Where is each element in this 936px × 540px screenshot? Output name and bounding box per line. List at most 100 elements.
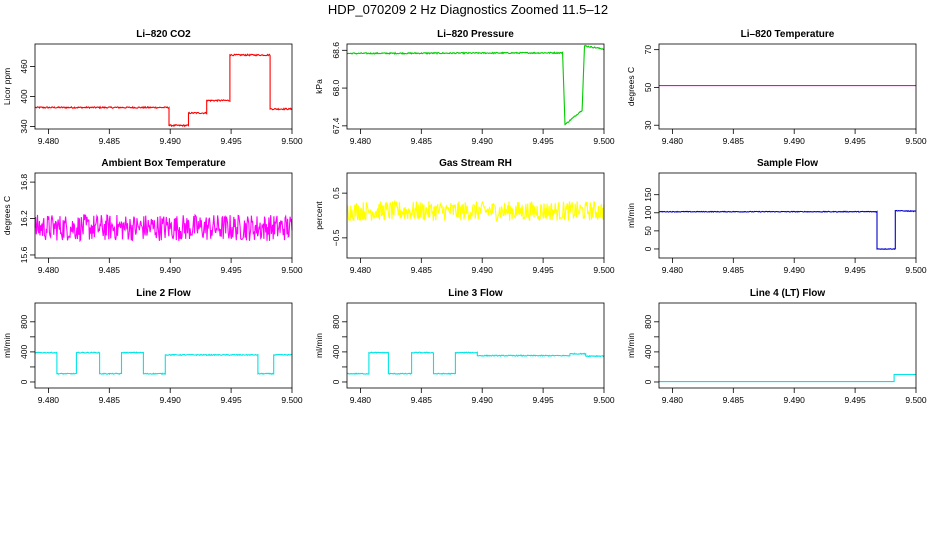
panel-title: Li–820 Temperature [741,29,835,40]
x-tick-label: 9.480 [662,136,684,146]
y-tick-label: 70 [643,45,653,55]
x-tick-label: 9.490 [472,395,494,405]
y-tick-label: 16.8 [19,174,29,191]
y-tick-label: 340 [19,119,29,133]
y-axis-label: kPa [314,79,324,94]
plot-frame [346,302,605,389]
y-tick-label: 800 [19,314,29,328]
x-tick-label: 9.495 [220,265,242,275]
panel-9: Line 4 (LT) Flow 9.480 9.485 9.490 9.495 9.50… [626,288,927,405]
x-tick-label: 9.480 [662,265,684,275]
y-tick-label: −0.5 [331,229,341,246]
y-tick-label: 50 [643,82,653,92]
x-tick-label: 9.500 [905,395,927,405]
series-line [346,351,605,375]
x-tick-label: 9.480 [38,265,60,275]
x-tick-label: 9.495 [220,395,242,405]
x-tick-label: 9.500 [281,136,303,146]
x-tick-label: 9.480 [350,265,372,275]
x-tick-label: 9.485 [99,136,121,146]
y-tick-label: 30 [643,120,653,130]
x-tick-label: 9.500 [281,395,303,405]
x-tick-label: 9.490 [784,136,806,146]
series-line [34,53,293,128]
panel-5: Gas Stream RH 9.480 9.485 9.490 9.495 9.500 −0… [314,158,615,275]
x-tick-label: 9.485 [723,265,745,275]
plot-frame [34,302,293,389]
y-tick-label: 0 [19,379,29,384]
y-tick-label: 400 [19,345,29,359]
x-tick-label: 9.495 [220,136,242,146]
panel-7: Line 2 Flow 9.480 9.485 9.490 9.495 9.500 0 400… [2,288,303,405]
x-tick-label: 9.495 [532,395,554,405]
plot-frame [34,43,293,130]
panel-title: Sample Flow [757,158,818,169]
panel-title: Ambient Box Temperature [101,158,226,169]
x-tick-label: 9.480 [350,136,372,146]
plot-frame [658,172,917,259]
x-tick-label: 9.500 [905,136,927,146]
x-tick-label: 9.480 [350,395,372,405]
y-tick-label: 67.4 [331,117,341,134]
plot-frame [346,172,605,259]
y-axis-label: ml/min [314,333,324,358]
panel-title: Line 2 Flow [136,288,191,299]
panel-title: Li–820 CO2 [136,29,191,40]
panel-title: Gas Stream RH [439,158,512,169]
panel-title: Line 3 Flow [448,288,503,299]
x-tick-label: 9.485 [411,136,433,146]
y-tick-label: 0 [643,246,653,251]
figure-title: HDP_070209 2 Hz Diagnostics Zoomed 11.5–… [328,2,608,17]
x-tick-label: 9.485 [723,395,745,405]
y-tick-label: 400 [19,89,29,103]
plot-frame [34,172,293,259]
x-tick-label: 9.500 [905,265,927,275]
x-tick-label: 9.490 [784,395,806,405]
y-tick-label: 100 [643,205,653,219]
x-tick-label: 9.495 [844,136,866,146]
x-tick-label: 9.485 [411,265,433,275]
panel-title: Line 4 (LT) Flow [750,288,826,299]
y-axis-label: Licor ppm [2,68,12,105]
plot-frame [346,43,605,130]
panel-title: Li–820 Pressure [437,29,514,40]
x-tick-label: 9.490 [160,265,182,275]
x-tick-label: 9.495 [844,395,866,405]
y-tick-label: 0.5 [331,187,341,199]
panel-6: Sample Flow 9.480 9.485 9.490 9.495 9.500 0 50 1… [626,158,927,275]
y-tick-label: 15.6 [19,246,29,263]
panel-1: Li–820 CO2 9.480 9.485 9.490 9.495 9.500 340 40… [2,29,303,146]
y-tick-label: 460 [19,59,29,73]
x-tick-label: 9.495 [844,265,866,275]
y-tick-label: 0 [643,379,653,384]
x-tick-label: 9.490 [784,265,806,275]
y-tick-label: 400 [331,345,341,359]
y-tick-label: 150 [643,187,653,201]
x-tick-label: 9.485 [723,136,745,146]
x-tick-label: 9.490 [472,265,494,275]
y-axis-label: degrees C [2,196,12,235]
y-tick-label: 800 [643,314,653,328]
y-tick-label: 50 [643,226,653,236]
x-tick-label: 9.495 [532,136,554,146]
x-tick-label: 9.485 [411,395,433,405]
panel-3: Li–820 Temperature 9.480 9.485 9.490 9.495 9.… [626,29,927,146]
y-tick-label: 800 [331,314,341,328]
y-axis-label: ml/min [626,333,636,358]
series-line [34,213,293,243]
x-tick-label: 9.490 [160,136,182,146]
x-tick-label: 9.480 [38,395,60,405]
y-axis-label: percent [314,201,324,230]
series-line [34,351,293,376]
x-tick-label: 9.490 [472,136,494,146]
x-tick-label: 9.485 [99,395,121,405]
x-tick-label: 9.500 [593,265,615,275]
y-tick-label: 16.2 [19,210,29,227]
panel-4: Ambient Box Temperature 9.480 9.485 9.490 9.… [2,158,303,275]
plot-frame [658,43,917,130]
x-tick-label: 9.480 [38,136,60,146]
y-axis-label: ml/min [626,203,636,228]
series-line [346,200,605,222]
y-tick-label: 68.6 [331,42,341,59]
